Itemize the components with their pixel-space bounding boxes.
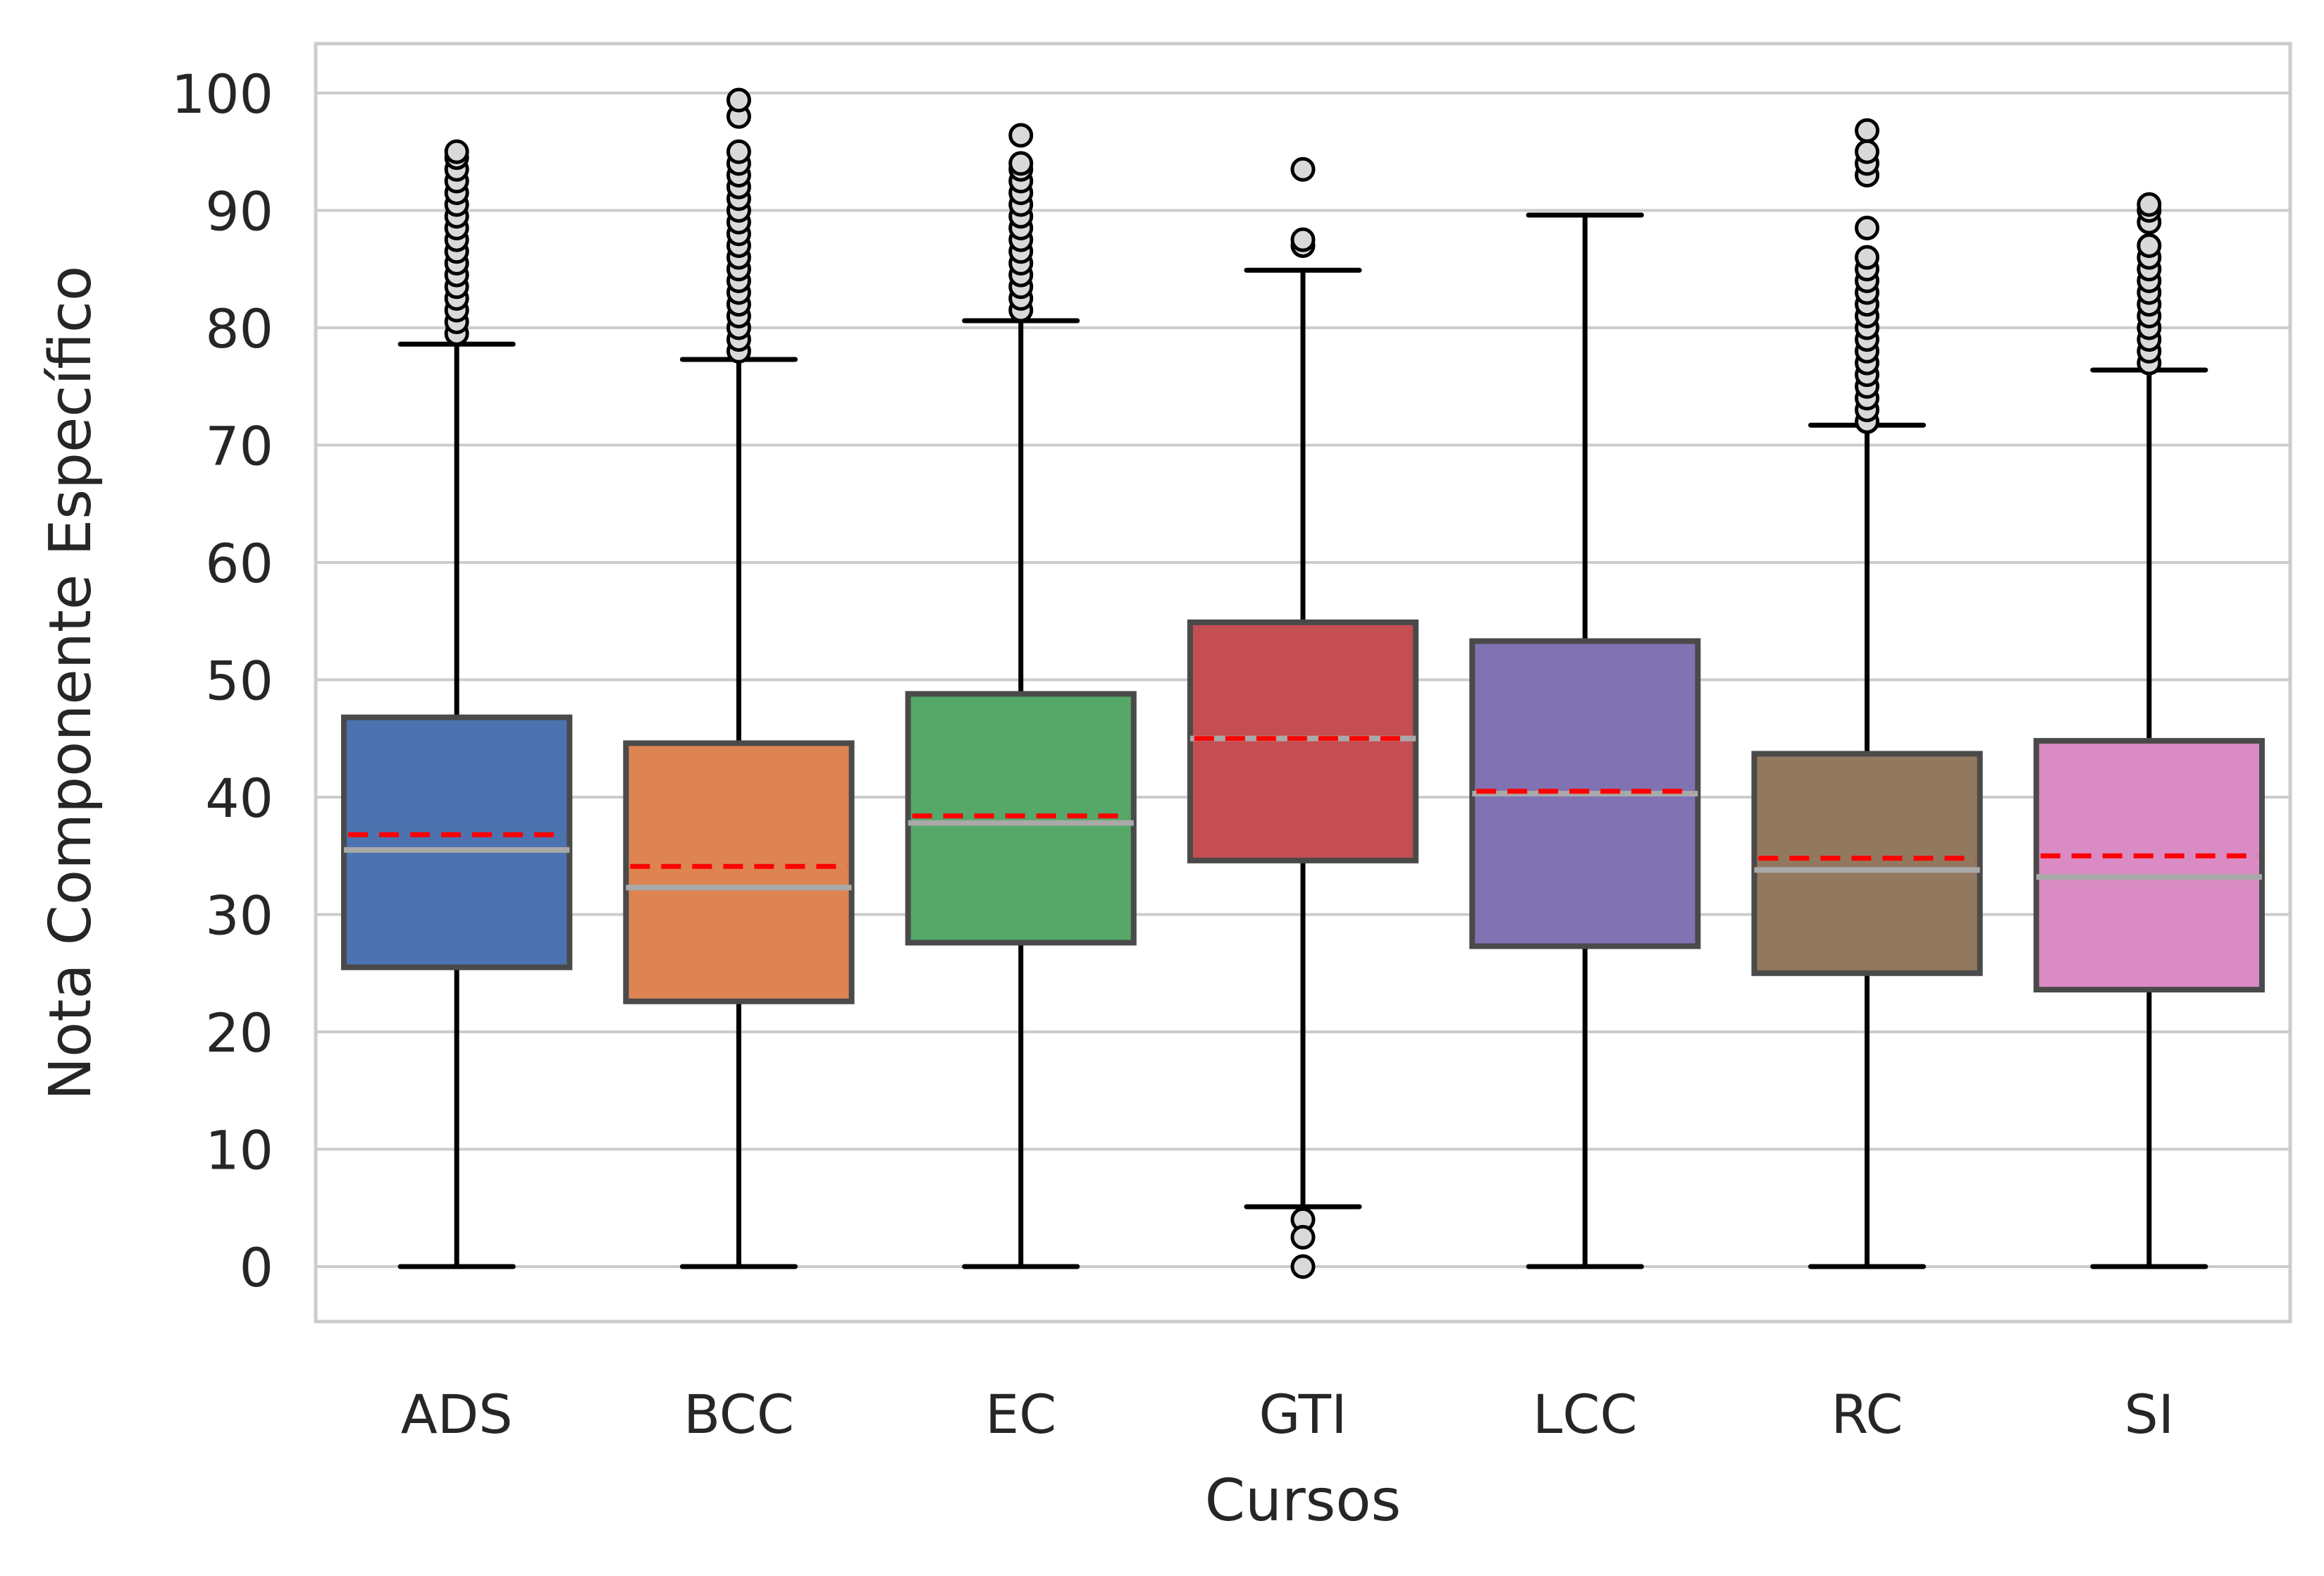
y-tick-label: 90	[205, 180, 273, 243]
y-axis-label: Nota Componente Específico	[37, 266, 104, 1100]
plot-frame	[314, 42, 2292, 1324]
x-tick-label: RC	[1831, 1383, 1903, 1446]
box-si	[2033, 192, 2265, 1269]
y-tick-label: 50	[205, 650, 273, 713]
x-tick-label: EC	[985, 1383, 1056, 1446]
outlier-point	[1855, 245, 1880, 270]
x-tick-label: SI	[2125, 1383, 2175, 1446]
outlier-point	[726, 139, 751, 164]
x-axis-label: Cursos	[1205, 1467, 1402, 1534]
box-rc	[1751, 118, 1983, 1269]
box-body	[1187, 619, 1419, 863]
outlier-point	[1008, 151, 1034, 176]
y-tick-label: 0	[240, 1236, 273, 1299]
y-tick-labels: 0 10 20 30 40 50 60 70 80 90 100	[171, 63, 273, 1299]
outlier-point	[726, 87, 751, 113]
y-tick-label: 100	[171, 63, 273, 125]
y-tick-label: 70	[205, 415, 273, 478]
y-tick-label: 80	[205, 297, 273, 360]
outlier-point	[2137, 233, 2162, 258]
y-tick-label: 40	[205, 767, 273, 830]
outlier-point	[1855, 118, 1880, 143]
x-tick-label: BCC	[684, 1383, 794, 1446]
box-ec	[905, 123, 1137, 1269]
box-bcc	[623, 87, 855, 1269]
outlier-point	[1855, 215, 1880, 240]
y-tick-label: 60	[205, 532, 273, 595]
y-tick-label: 20	[205, 1002, 273, 1064]
outlier-point	[444, 139, 469, 164]
x-tick-label: LCC	[1533, 1383, 1637, 1446]
box-gti	[1187, 156, 1419, 1279]
box-body	[623, 740, 855, 1004]
y-tick-label: 10	[205, 1119, 273, 1182]
outlier-point	[2137, 192, 2162, 217]
x-tick-labels: ADS BCC EC GTI LCC RC SI	[401, 1383, 2174, 1446]
box-body	[341, 714, 573, 971]
x-tick-label: GTI	[1259, 1383, 1347, 1446]
outlier-point	[1290, 227, 1316, 252]
y-tick-label: 30	[205, 885, 273, 947]
outlier-point	[1290, 156, 1316, 182]
outlier-point	[1290, 1254, 1316, 1279]
outlier-point	[1290, 1224, 1316, 1250]
box-lcc	[1469, 212, 1701, 1269]
box-ads	[341, 139, 573, 1269]
outlier-point	[1008, 123, 1034, 148]
box-body	[2033, 738, 2265, 993]
box-body	[1751, 751, 1983, 976]
x-tick-label: ADS	[401, 1383, 513, 1446]
outlier-point	[1855, 139, 1880, 164]
box-series	[341, 87, 2265, 1279]
